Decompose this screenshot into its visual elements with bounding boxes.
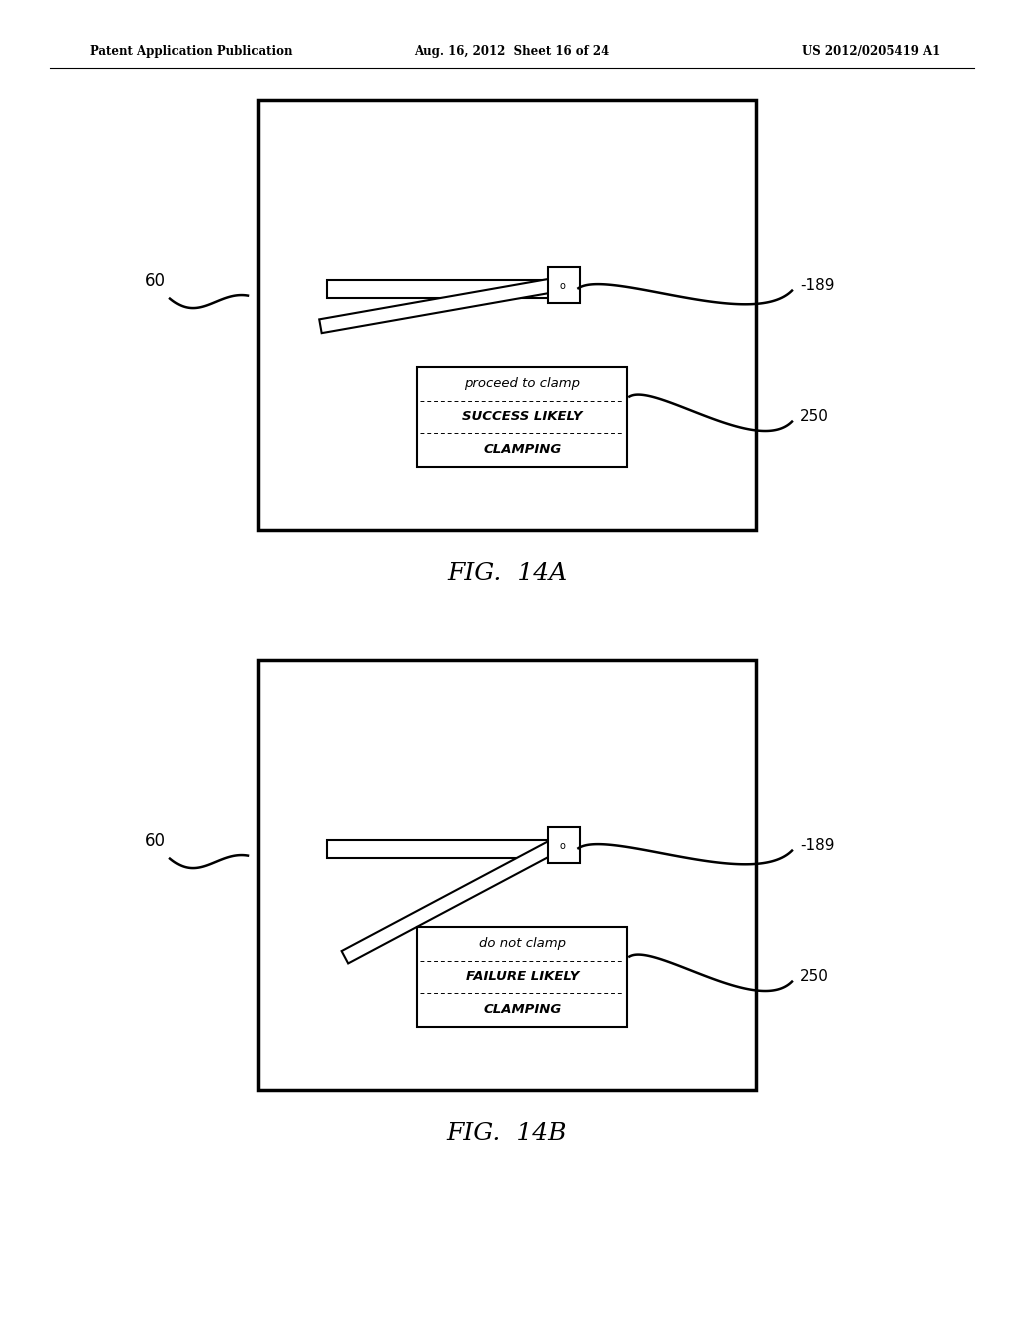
Text: FAILURE LIKELY: FAILURE LIKELY: [466, 970, 579, 983]
Text: SUCCESS LIKELY: SUCCESS LIKELY: [462, 411, 583, 424]
Text: CLAMPING: CLAMPING: [483, 444, 561, 457]
Text: -189: -189: [800, 838, 835, 853]
Text: US 2012/0205419 A1: US 2012/0205419 A1: [802, 45, 940, 58]
Bar: [548, 826, 581, 862]
Text: FIG.  14B: FIG. 14B: [446, 1122, 567, 1144]
Text: o: o: [559, 841, 565, 851]
Text: proceed to clamp: proceed to clamp: [464, 378, 581, 391]
Text: 60: 60: [145, 272, 166, 289]
Text: Patent Application Publication: Patent Application Publication: [90, 45, 293, 58]
Text: 250: 250: [800, 409, 828, 424]
Bar: [548, 267, 581, 302]
Bar: [418, 367, 628, 466]
Bar: [327, 280, 565, 297]
Text: 250: 250: [800, 969, 828, 985]
Text: -189: -189: [800, 279, 835, 293]
Polygon shape: [342, 838, 560, 964]
Bar: [327, 840, 565, 858]
Bar: [418, 927, 628, 1027]
Bar: [258, 100, 756, 531]
Polygon shape: [319, 277, 558, 333]
Text: FIG.  14A: FIG. 14A: [446, 561, 567, 585]
Text: Aug. 16, 2012  Sheet 16 of 24: Aug. 16, 2012 Sheet 16 of 24: [415, 45, 609, 58]
Text: o: o: [559, 281, 565, 292]
Text: CLAMPING: CLAMPING: [483, 1003, 561, 1016]
Text: do not clamp: do not clamp: [479, 937, 566, 950]
Text: 60: 60: [145, 832, 166, 850]
Bar: [258, 660, 756, 1090]
